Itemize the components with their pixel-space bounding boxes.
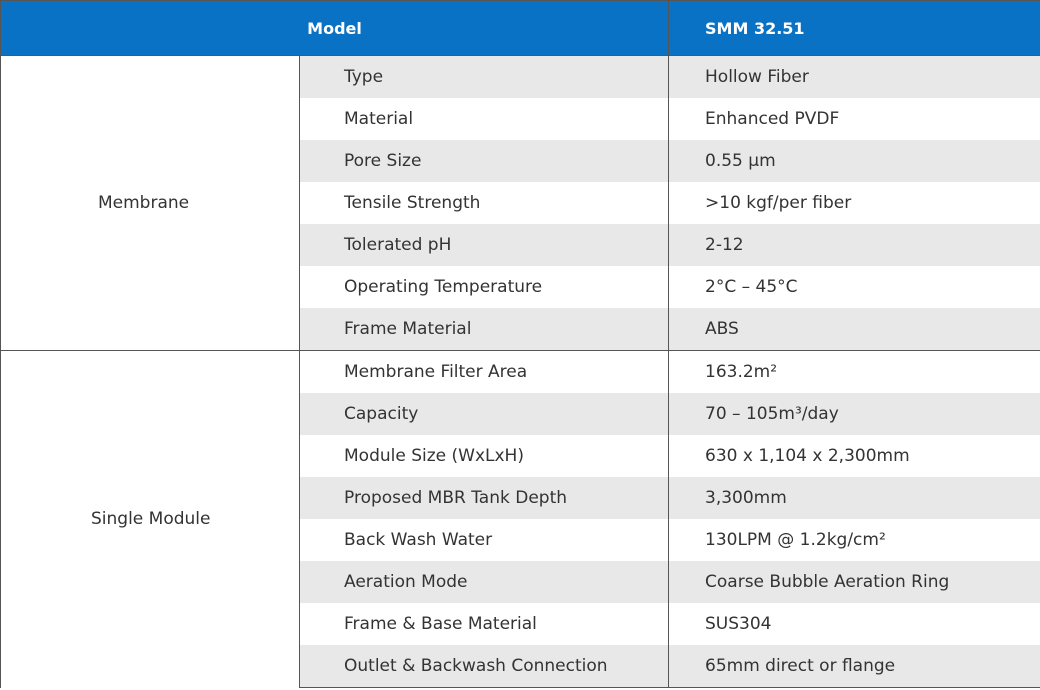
value-cell: >10 kgf/per fiber <box>668 182 1040 224</box>
table-row: Proposed MBR Tank Depth 3,300mm <box>1 477 1040 519</box>
value-cell: 65mm direct or flange <box>668 645 1040 688</box>
value-cell: 163.2m² <box>668 350 1040 393</box>
param-cell: Frame Material <box>299 308 670 351</box>
value-cell: SUS304 <box>668 603 1040 645</box>
table-row: Single Module Membrane Filter Area 163.2… <box>0 350 1040 688</box>
table-row: Module Size (WxLxH) 630 x 1,104 x 2,300m… <box>1 435 1040 477</box>
param-cell: Material <box>299 98 670 140</box>
table-row: Frame Material ABS <box>1 308 1040 351</box>
value-cell: Hollow Fiber <box>668 55 1040 98</box>
param-cell: Operating Temperature <box>299 266 670 308</box>
param-cell: Tensile Strength <box>299 182 670 224</box>
table-row: Capacity 70 – 105m³/day <box>1 393 1040 435</box>
value-cell: 2-12 <box>668 224 1040 266</box>
table-row: Aeration Mode Coarse Bubble Aeration Rin… <box>1 561 1040 603</box>
table-row: Back Wash Water 130LPM @ 1.2kg/cm² <box>1 519 1040 561</box>
param-cell: Capacity <box>299 393 670 435</box>
value-cell: 0.55 μm <box>668 140 1040 182</box>
param-cell: Membrane Filter Area <box>299 350 670 393</box>
param-cell: Proposed MBR Tank Depth <box>299 477 670 519</box>
value-cell: ABS <box>668 308 1040 351</box>
value-cell: 130LPM @ 1.2kg/cm² <box>668 519 1040 561</box>
model-label: Model <box>0 0 670 56</box>
table-row: Membrane Type Hollow Fiber <box>0 55 1040 351</box>
param-cell: Pore Size <box>299 140 670 182</box>
param-cell: Module Size (WxLxH) <box>299 435 670 477</box>
model-value: SMM 32.51 <box>668 0 1040 56</box>
table-row: Operating Temperature 2°C – 45°C <box>1 266 1040 308</box>
group-label-membrane: Membrane <box>0 55 300 351</box>
table-row: Frame & Base Material SUS304 <box>1 603 1040 645</box>
param-cell: Aeration Mode <box>299 561 670 603</box>
table-row: Tolerated pH 2-12 <box>1 224 1040 266</box>
param-cell: Frame & Base Material <box>299 603 670 645</box>
table-row: Material Enhanced PVDF <box>1 98 1040 140</box>
table-row: Pore Size 0.55 μm <box>1 140 1040 182</box>
group-label-single-module: Single Module <box>0 350 300 688</box>
value-cell: 3,300mm <box>668 477 1040 519</box>
value-cell: 630 x 1,104 x 2,300mm <box>668 435 1040 477</box>
table-row: Outlet & Backwash Connection 65mm direct… <box>1 645 1040 688</box>
header-row: Model SMM 32.51 <box>0 0 1040 56</box>
table-row: Tensile Strength >10 kgf/per fiber <box>1 182 1040 224</box>
value-cell: Coarse Bubble Aeration Ring <box>668 561 1040 603</box>
value-cell: Enhanced PVDF <box>668 98 1040 140</box>
value-cell: 2°C – 45°C <box>668 266 1040 308</box>
param-cell: Outlet & Backwash Connection <box>299 645 670 688</box>
param-cell: Back Wash Water <box>299 519 670 561</box>
value-cell: 70 – 105m³/day <box>668 393 1040 435</box>
param-cell: Type <box>299 55 670 98</box>
param-cell: Tolerated pH <box>299 224 670 266</box>
